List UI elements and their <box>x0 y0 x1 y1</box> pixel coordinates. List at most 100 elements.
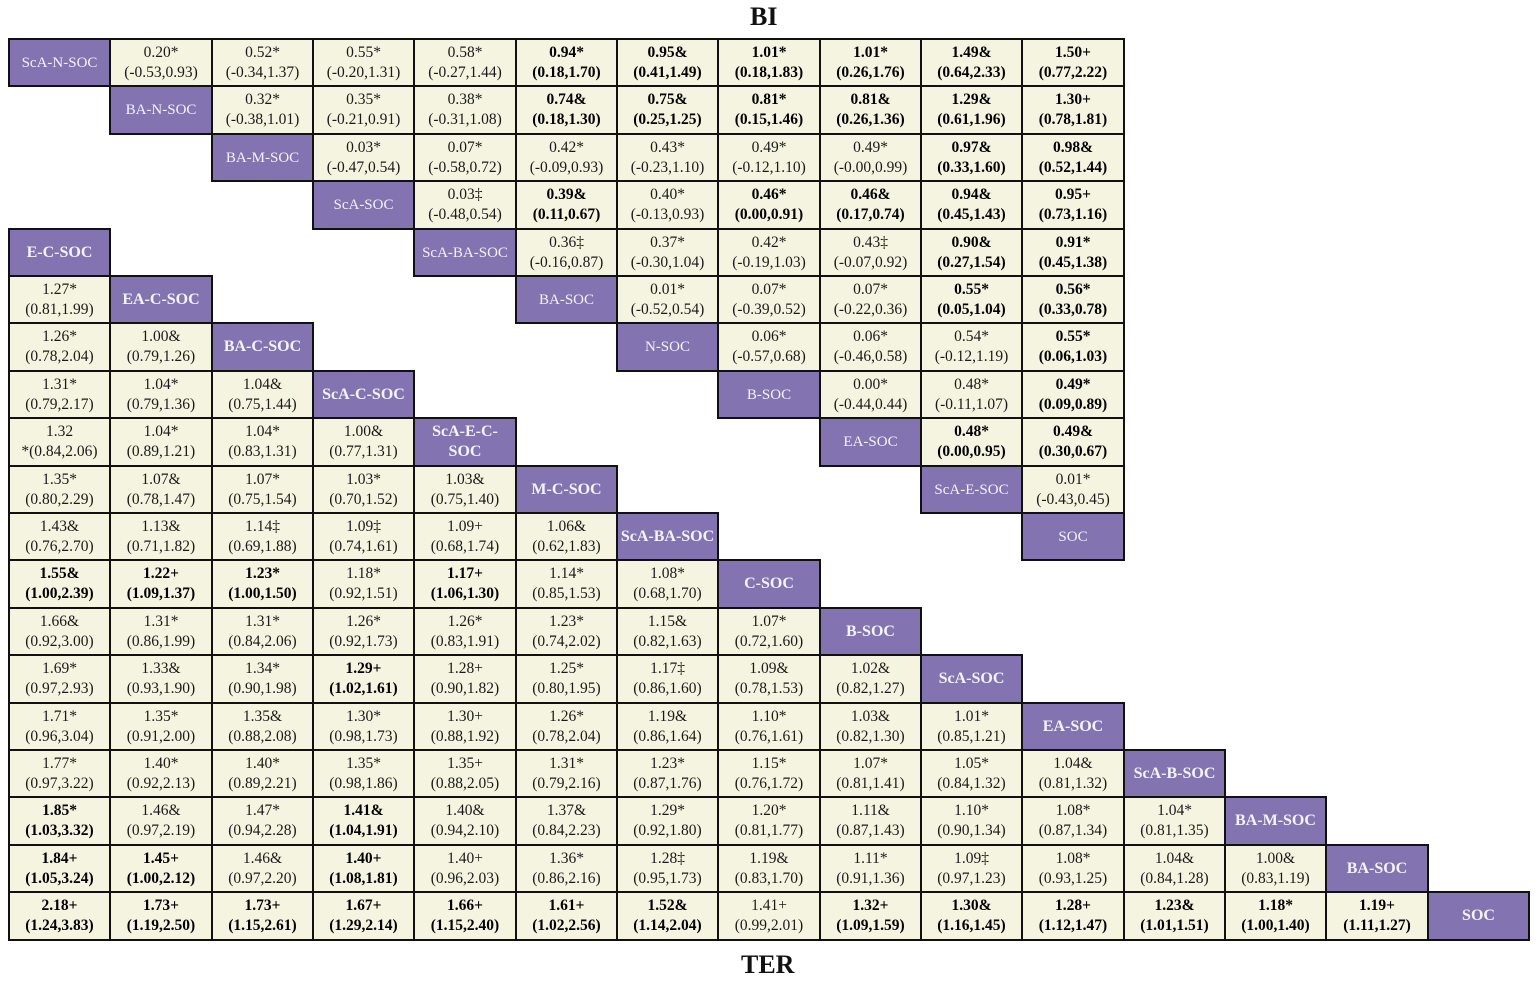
treatment-label-text: N-SOC <box>644 339 690 355</box>
comparison-cell: 0.20* (-0.53,0.93) <box>109 38 213 87</box>
comparison-cell: 1.73+ (1.19,2.50) <box>109 891 213 941</box>
effect-estimate: 1.05* <box>954 754 989 772</box>
treatment-label-text: BA-SOC <box>538 291 594 308</box>
comparison-cell: 1.15& (0.82,1.63) <box>616 607 719 656</box>
confidence-interval: (1.00,2.12) <box>126 869 196 887</box>
confidence-interval: (1.16,1.45) <box>937 917 1006 934</box>
comparison-cell: 1.06& (0.62,1.83) <box>515 512 618 561</box>
confidence-interval: (1.00,2.39) <box>25 585 94 602</box>
confidence-interval: (0.97,1.23) <box>937 869 1006 887</box>
confidence-interval: (0.80,1.95) <box>532 680 601 697</box>
effect-estimate: 0.55* <box>346 43 381 61</box>
effect-estimate: 1.19& <box>647 707 688 725</box>
treatment-label: ScA-E-C- SOC <box>413 417 517 467</box>
effect-estimate: 0.94* <box>549 43 584 61</box>
comparison-cell: 0.94& (0.45,1.43) <box>920 180 1023 230</box>
effect-estimate: 0.07* <box>853 280 888 298</box>
effect-estimate: 0.00* <box>853 375 888 393</box>
effect-estimate: 1.22+ <box>143 565 179 582</box>
comparison-cell: 1.17+ (1.06,1.30) <box>413 559 517 609</box>
treatment-label: N-SOC <box>616 322 719 372</box>
confidence-interval: (0.78,1.81) <box>1038 111 1108 128</box>
confidence-interval: (0.97,3.22) <box>25 774 94 792</box>
confidence-interval: (0.92,1.73) <box>329 632 398 650</box>
treatment-label-text: BA-N-SOC <box>125 102 197 118</box>
effect-estimate: 1.35* <box>42 470 77 488</box>
comparison-cell: 1.11& (0.87,1.43) <box>819 796 922 846</box>
effect-estimate: 1.19+ <box>1359 897 1395 914</box>
comparison-cell: 1.17‡ (0.86,1.60) <box>616 654 719 704</box>
effect-estimate: 1.40+ <box>447 849 483 867</box>
comparison-cell: 1.49& (0.64,2.33) <box>920 38 1023 87</box>
confidence-interval: (-0.12,1.19) <box>934 348 1009 365</box>
comparison-cell: 0.06* (-0.57,0.68) <box>717 322 821 372</box>
comparison-cell: 1.26* (0.92,1.73) <box>312 607 415 656</box>
confidence-interval: (1.01,1.51) <box>1140 917 1209 934</box>
confidence-interval: (0.45,1.38) <box>1038 253 1108 271</box>
comparison-cell: 1.03& (0.82,1.30) <box>819 702 922 751</box>
effect-estimate: 1.34* <box>245 660 280 677</box>
confidence-interval: (-0.27,1.44) <box>428 63 502 81</box>
comparison-cell: 0.38* (-0.31,1.08) <box>413 85 517 135</box>
effect-estimate: 0.98& <box>1052 138 1094 156</box>
effect-estimate: 0.07* <box>447 138 483 156</box>
treatment-label-text: B-SOC <box>846 622 895 640</box>
confidence-interval: (0.45,1.43) <box>937 206 1006 223</box>
confidence-interval: (0.92,3.00) <box>25 632 94 650</box>
effect-estimate: 0.35* <box>346 91 381 108</box>
comparison-cell: 1.46& (0.97,2.19) <box>109 796 213 846</box>
comparison-cell: 0.97& (0.33,1.60) <box>920 133 1023 182</box>
comparison-cell: 0.43* (-0.23,1.10) <box>616 133 719 182</box>
comparison-cell: 1.28+ (0.90,1.82) <box>413 654 517 704</box>
confidence-interval: (0.95,1.73) <box>633 869 702 887</box>
confidence-interval: (0.61,1.96) <box>937 111 1006 128</box>
comparison-cell: 0.07* (-0.22,0.36) <box>819 275 922 324</box>
effect-estimate: 1.15* <box>751 754 787 772</box>
confidence-interval: (0.87,1.76) <box>633 774 702 792</box>
confidence-interval: (0.86,1.60) <box>633 680 702 697</box>
effect-estimate: 1.07* <box>245 470 280 488</box>
comparison-cell: 1.03& (0.75,1.40) <box>413 465 517 514</box>
effect-estimate: 1.71* <box>42 707 77 725</box>
comparison-cell: 1.26* (0.78,2.04) <box>8 322 111 372</box>
confidence-interval: (1.04,1.91) <box>329 822 398 839</box>
confidence-interval: (-0.47,0.54) <box>326 158 401 176</box>
effect-estimate: 0.52* <box>245 43 280 61</box>
effect-estimate: 1.14‡ <box>245 517 280 535</box>
comparison-cell: 1.69* (0.97,2.93) <box>8 654 111 704</box>
comparison-cell: 0.42* (-0.09,0.93) <box>515 133 618 182</box>
comparison-cell: 1.09‡ (0.74,1.61) <box>312 512 415 561</box>
confidence-interval: (0.80,2.29) <box>25 490 94 508</box>
confidence-interval: (0.06,1.03) <box>1038 348 1108 365</box>
confidence-interval: (1.09,1.59) <box>836 917 905 934</box>
treatment-label: M-C-SOC <box>515 465 618 514</box>
effect-estimate: 0.01* <box>650 280 685 298</box>
comparison-cell: 1.32+ (1.09,1.59) <box>819 891 922 941</box>
confidence-interval: (0.98,1.73) <box>329 727 398 745</box>
comparison-cell: 1.03* (0.70,1.52) <box>312 465 415 514</box>
treatment-label: ScA-SOC <box>312 180 415 230</box>
effect-estimate: 1.35* <box>143 707 179 725</box>
effect-estimate: 1.04& <box>242 375 283 393</box>
effect-estimate: 1.26* <box>549 707 584 725</box>
comparison-cell: 1.04* (0.89,1.21) <box>109 417 213 467</box>
effect-estimate: 1.23* <box>549 612 584 630</box>
comparison-cell: 0.98& (0.52,1.44) <box>1021 133 1125 182</box>
confidence-interval: (0.81,1.32) <box>1038 774 1108 792</box>
effect-estimate: 1.03* <box>346 470 381 488</box>
effect-estimate: 1.47* <box>245 802 280 819</box>
effect-estimate: 1.07* <box>751 612 787 630</box>
treatment-label: EA-SOC <box>819 417 922 467</box>
effect-estimate: 1.30* <box>346 707 381 725</box>
comparison-cell: 1.29+ (1.02,1.61) <box>312 654 415 704</box>
confidence-interval: (1.00,1.40) <box>1241 917 1310 934</box>
confidence-interval: (-0.44,0.44) <box>833 395 908 413</box>
comparison-cell: 1.08* (0.87,1.34) <box>1021 796 1125 846</box>
comparison-cell: 0.35* (-0.21,0.91) <box>312 85 415 135</box>
comparison-cell: 0.03‡ (-0.48,0.54) <box>413 180 517 230</box>
comparison-cell: 1.19& (0.83,1.70) <box>717 844 821 893</box>
effect-estimate: 0.49* <box>1055 375 1091 393</box>
confidence-interval: (0.79,1.26) <box>126 348 196 365</box>
comparison-cell: 1.50+ (0.77,2.22) <box>1021 38 1125 87</box>
comparison-cell: 1.26* (0.83,1.91) <box>413 607 517 656</box>
